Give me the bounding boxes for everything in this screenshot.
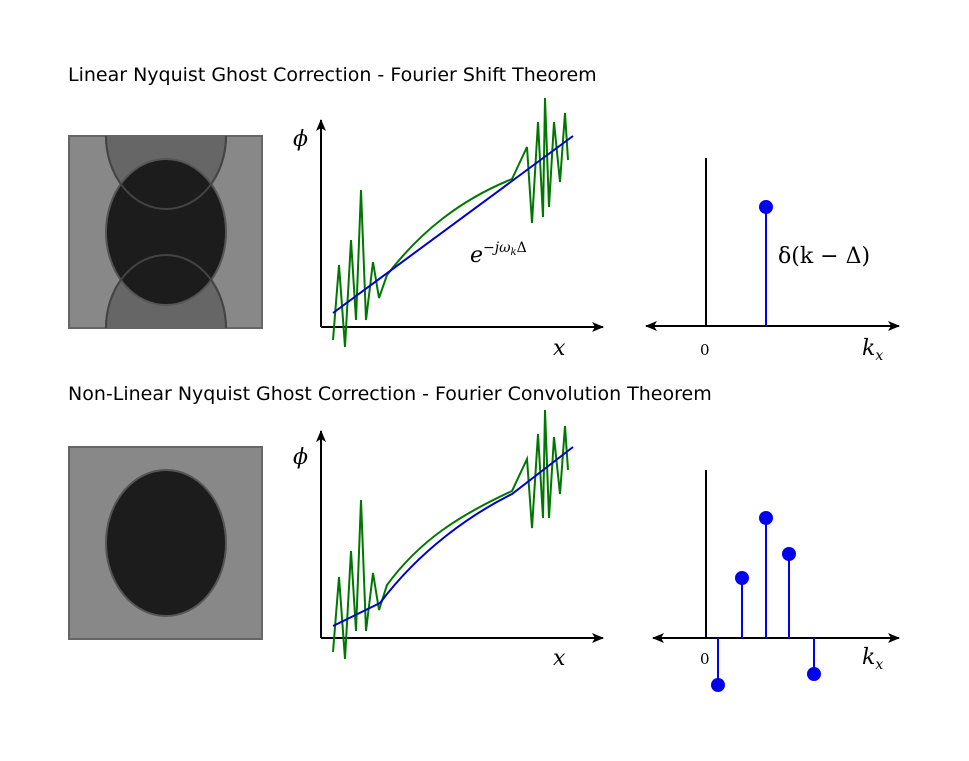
kx-axis-label: kx: [862, 645, 883, 673]
row-title-nonlinear: Non-Linear Nyquist Ghost Correction - Fo…: [68, 383, 712, 405]
linear-fit-line: [332, 135, 574, 314]
impulse-marker: [807, 667, 821, 681]
impulse-marker: [711, 678, 725, 692]
spectrum-plot-linear: 0 kx δ(k − Δ): [645, 158, 900, 364]
measured-phase-curve: [332, 97, 569, 348]
phase-ramp-annotation: e−jωkΔ: [470, 240, 527, 268]
kx-axis-label: kx: [862, 336, 883, 364]
impulse-stems: [711, 511, 821, 692]
impulse-marker: [759, 200, 773, 214]
nonlinear-fit-curve: [332, 446, 574, 627]
x-axis-label: x: [553, 336, 566, 361]
impulse-marker: [735, 571, 749, 585]
row-title-linear: Linear Nyquist Ghost Correction - Fourie…: [68, 64, 597, 86]
delta-annotation: δ(k − Δ): [778, 244, 870, 269]
corrected-image-panel: [68, 446, 263, 640]
measured-phase-curve: [332, 409, 569, 660]
y-axis-label: ϕ: [293, 445, 308, 470]
zero-tick-label: 0: [700, 341, 710, 359]
spectrum-plot-nonlinear: 0 kx: [652, 470, 900, 692]
phase-plot-linear: ϕ x e−jωkΔ: [293, 97, 604, 361]
zero-tick-label: 0: [700, 650, 710, 668]
object-ellipse: [105, 469, 227, 617]
x-axis-label: x: [553, 646, 566, 671]
y-axis-label: ϕ: [293, 127, 308, 152]
impulse-marker: [782, 547, 796, 561]
phase-plot-nonlinear: ϕ x: [293, 409, 604, 671]
impulse-marker: [759, 511, 773, 525]
object-ellipse: [105, 158, 227, 306]
ghosted-image-panel: [68, 135, 263, 329]
